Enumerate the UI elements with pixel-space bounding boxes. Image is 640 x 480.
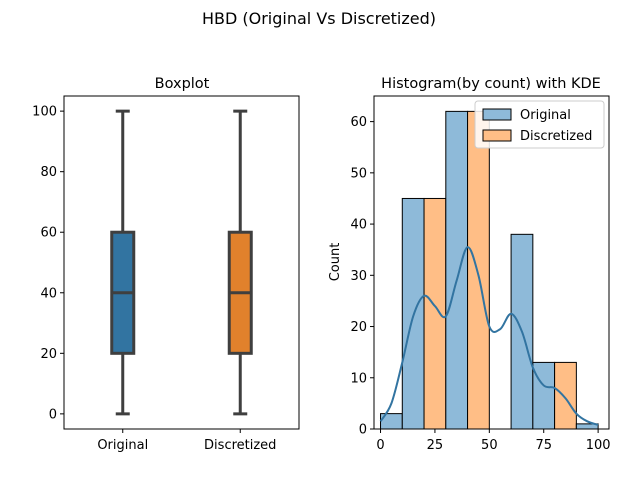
- boxplot-box-discretized: [227, 109, 253, 416]
- boxplot-y-tick-label: 60: [40, 226, 57, 241]
- boxplot-y-tick-label: 20: [40, 347, 57, 362]
- boxplot-x-tick-label: Discretized: [204, 438, 276, 453]
- boxplot-box-original: [110, 109, 136, 416]
- histogram-x-tick-label: 0: [376, 438, 384, 453]
- histogram-y-tick-label: 50: [350, 166, 367, 181]
- histogram-bar-original: [445, 110, 469, 430]
- figure-suptitle: HBD (Original Vs Discretized): [202, 9, 436, 28]
- histogram-bin: [445, 110, 469, 430]
- boxplot-y-tick-label: 0: [49, 407, 57, 422]
- boxplot-y-tick-label: 40: [40, 286, 57, 301]
- histogram-bar-discretized: [467, 110, 490, 430]
- boxplot-plot-area: [63, 95, 300, 430]
- histogram-panel: Histogram(by count) with KDE 0 25 50 75 100 0…: [328, 76, 611, 453]
- legend-label-original: Original: [520, 108, 571, 123]
- histogram-y-tick-label: 40: [350, 218, 367, 233]
- boxplot-title: Boxplot: [155, 76, 210, 92]
- histogram-bar-original: [532, 361, 556, 430]
- histogram-x-tick-label: 100: [586, 438, 611, 453]
- histogram-y-tick-label: 30: [350, 269, 367, 284]
- legend-swatch-original: [482, 108, 512, 121]
- histogram-y-tick-label: 10: [350, 371, 367, 386]
- histogram-bin: [532, 361, 556, 430]
- histogram-bar-discretized: [554, 361, 577, 430]
- histogram-title: Histogram(by count) with KDE: [381, 76, 601, 92]
- histogram-y-tick-label: 0: [359, 423, 367, 438]
- histogram-bin: [554, 361, 577, 430]
- histogram-bin: [423, 197, 447, 430]
- boxplot-y-tick-label: 100: [32, 105, 57, 120]
- histogram-bin: [467, 110, 490, 430]
- histogram-y-tick-label: 20: [350, 320, 367, 335]
- histogram-x-tick-label: 50: [481, 438, 498, 453]
- histogram-bar-discretized: [423, 197, 447, 430]
- boxplot-panel: Boxplot 0 20 40 60 80 100 Original Discretized: [32, 76, 300, 453]
- boxplot-y-tick-label: 80: [40, 165, 57, 180]
- histogram-plot-area: [373, 95, 610, 430]
- histogram-kde-line: [379, 246, 599, 426]
- histogram-x-tick-label: 25: [427, 438, 444, 453]
- legend-swatch-discretized: [482, 129, 512, 142]
- histogram-x-tick-label: 75: [535, 438, 552, 453]
- boxplot-x-tick-label: Original: [97, 438, 148, 453]
- histogram-y-tick-label: 60: [350, 115, 367, 130]
- legend-label-discretized: Discretized: [520, 129, 592, 144]
- histogram-y-axis-label: Count: [328, 243, 343, 282]
